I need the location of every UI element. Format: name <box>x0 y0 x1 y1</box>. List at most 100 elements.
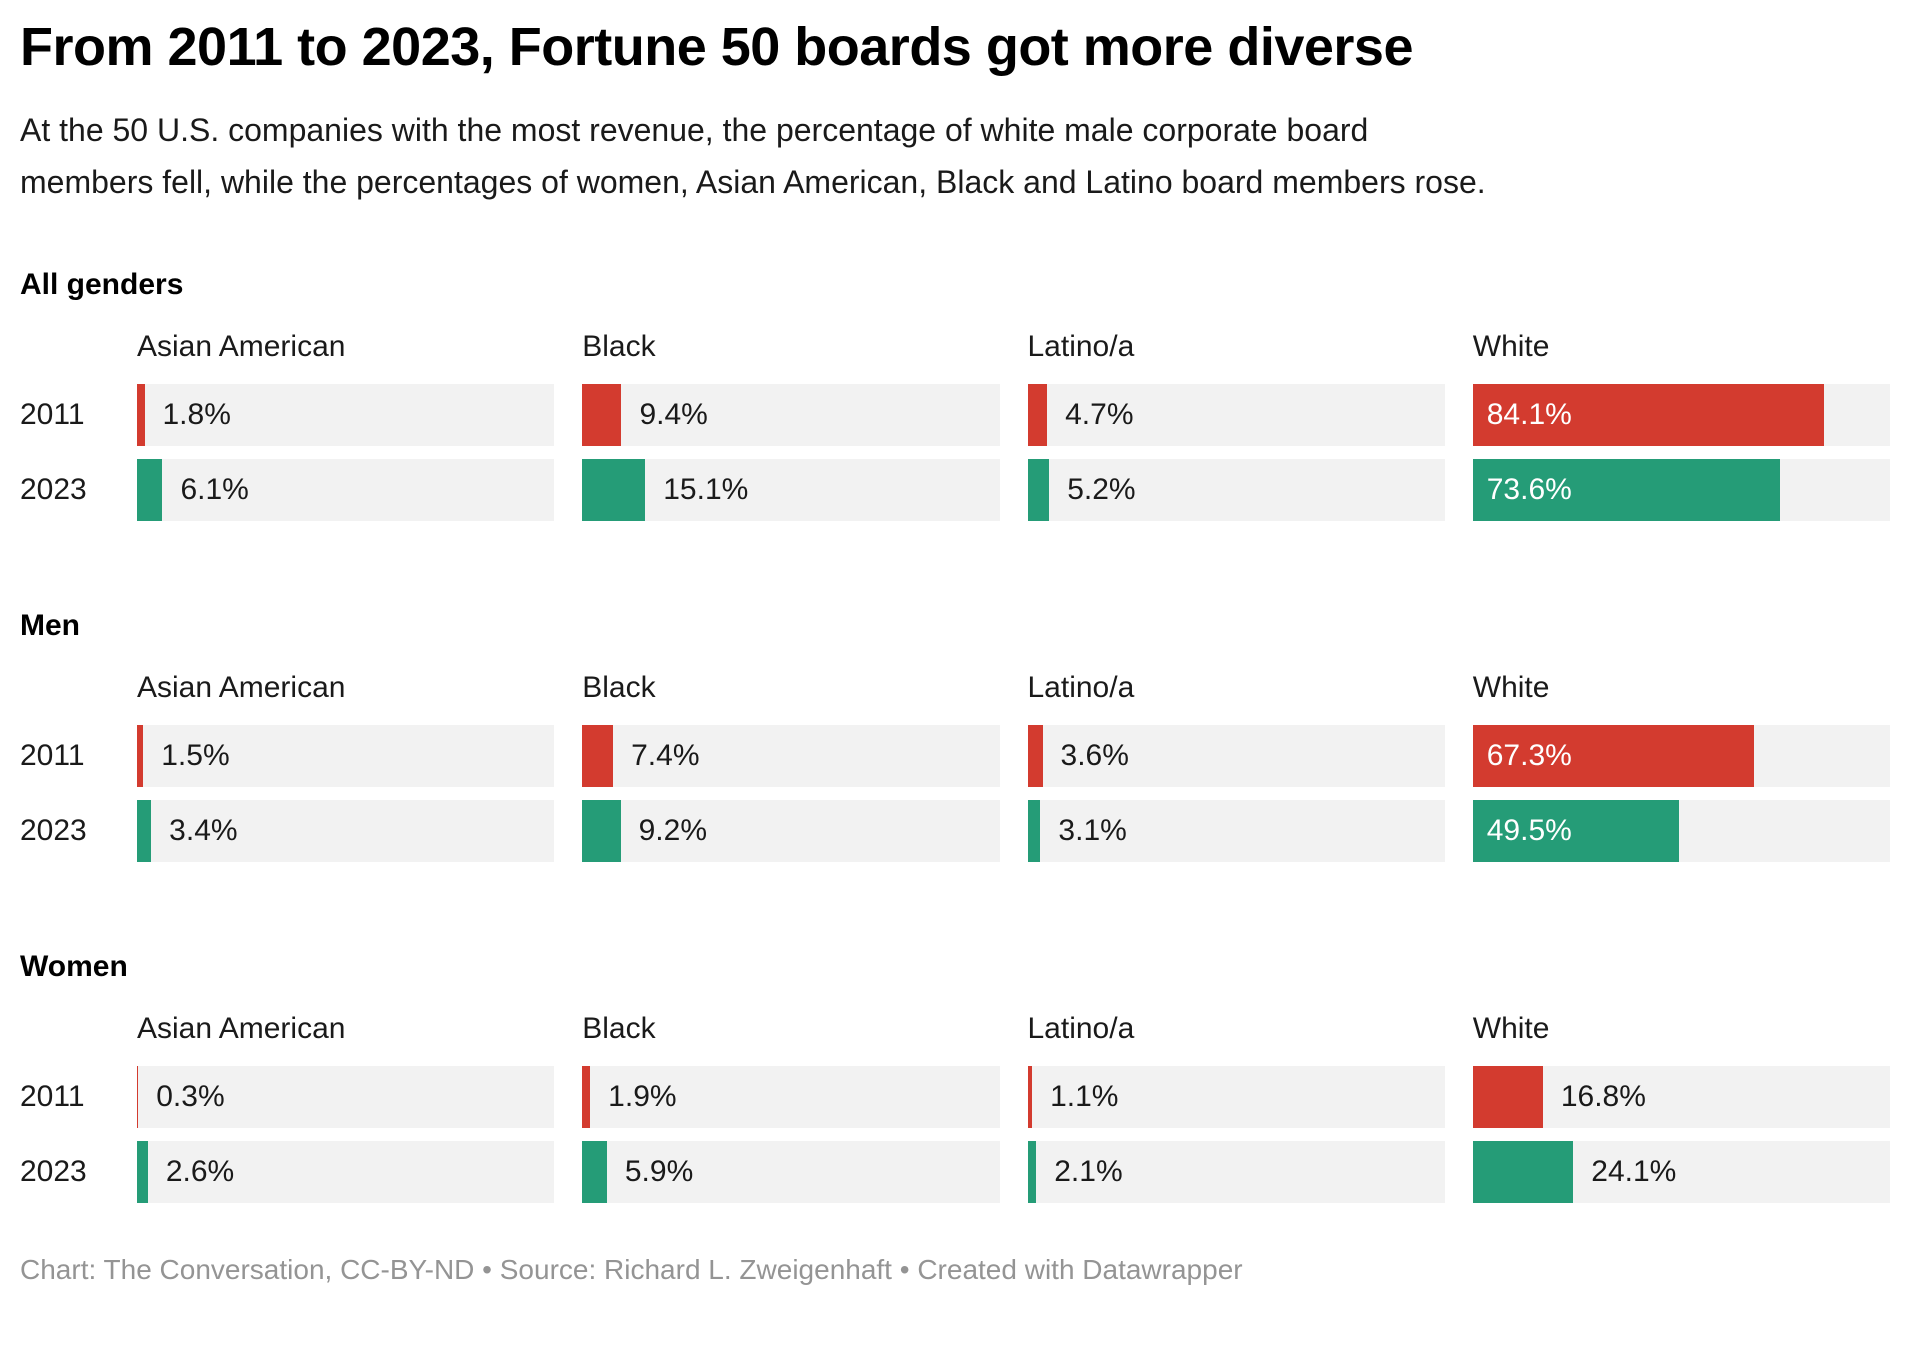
column-header-white: White <box>1472 671 1550 704</box>
bar-2011-black <box>582 1066 591 1128</box>
column-header-white: White <box>1472 330 1550 363</box>
bar-2011-latino-a <box>1027 384 1048 446</box>
value-label: 73.6% <box>1486 473 1572 506</box>
column-header-black: Black <box>582 330 656 363</box>
value-label: 4.7% <box>1065 398 1134 431</box>
value-label: 6.1% <box>180 473 249 506</box>
bar-2011-white <box>1472 725 1754 787</box>
group-title: Women <box>20 950 128 983</box>
bar-track: 49.5% <box>1472 800 1890 862</box>
bar-track: 9.2% <box>582 800 1000 862</box>
group-title: Men <box>20 609 80 642</box>
bar-track: 1.5% <box>137 725 555 787</box>
bar-2011-asian-american <box>137 1066 139 1128</box>
column-header-asian-american: Asian American <box>137 1012 346 1045</box>
bar-2011-asian-american <box>137 725 144 787</box>
bar-2023-latino-a <box>1027 459 1050 521</box>
chart-subtitle: At the 50 U.S. companies with the most r… <box>20 112 1486 200</box>
bar-track: 24.1% <box>1472 1141 1890 1203</box>
value-label: 1.1% <box>1050 1080 1119 1113</box>
column-header-row: Asian American Black Latino/a White <box>20 1010 1890 1048</box>
bar-2023-white <box>1472 800 1680 862</box>
bar-track: 0.3% <box>137 1066 555 1128</box>
bar-track: 3.4% <box>137 800 555 862</box>
bar-2011-asian-american <box>137 384 145 446</box>
value-label: 15.1% <box>663 473 749 506</box>
bar-2023-black <box>582 1141 607 1203</box>
value-label: 16.8% <box>1560 1080 1646 1113</box>
column-header-asian-american: Asian American <box>137 671 346 704</box>
chart-footer: Chart: The Conversation, CC-BY-ND • Sour… <box>20 1254 1243 1285</box>
year-label: 2023 <box>20 1155 87 1188</box>
value-label: 0.3% <box>156 1080 225 1113</box>
bar-row-2011: 2011 0.3% 1.9% 1.1% 16.8% <box>20 1066 1890 1128</box>
bar-track: 7.4% <box>582 725 1000 787</box>
bar-2023-white <box>1472 1141 1574 1203</box>
group-section-women: Women Asian American Black Latino/a White 201… <box>20 948 1890 1203</box>
bar-2011-latino-a <box>1027 725 1043 787</box>
value-label: 5.2% <box>1067 473 1136 506</box>
bar-row-2023: 2023 2.6% 5.9% 2.1% 24.1% <box>20 1141 1890 1203</box>
group-section-all-genders: All genders Asian American Black Latino/a Wh… <box>20 266 1890 521</box>
bar-track: 84.1% <box>1472 384 1890 446</box>
bar-row-2023: 2023 3.4% 9.2% 3.1% 49.5% <box>20 800 1890 862</box>
bar-2011-white <box>1472 384 1824 446</box>
bar-track: 9.4% <box>582 384 1000 446</box>
column-header-latino-a: Latino/a <box>1027 330 1135 363</box>
bar-row-2011: 2011 1.5% 7.4% 3.6% 67.3% <box>20 725 1890 787</box>
column-header-black: Black <box>582 1012 656 1045</box>
bar-track: 3.6% <box>1027 725 1445 787</box>
column-header-white: White <box>1472 1012 1550 1045</box>
value-label: 9.4% <box>639 398 708 431</box>
bar-2023-latino-a <box>1027 1141 1037 1203</box>
bar-2011-black <box>582 384 622 446</box>
bar-2023-asian-american <box>137 459 163 521</box>
value-label: 67.3% <box>1486 739 1572 772</box>
bar-track: 1.9% <box>582 1066 1000 1128</box>
chart-title: From 2011 to 2023, Fortune 50 boards got… <box>20 17 1413 77</box>
bar-track: 1.1% <box>1027 1066 1445 1128</box>
bar-track: 6.1% <box>137 459 555 521</box>
group-section-men: Men Asian American Black Latino/a White 2011 1… <box>20 607 1890 862</box>
value-label: 3.1% <box>1058 814 1127 847</box>
value-label: 7.4% <box>631 739 700 772</box>
value-label: 1.9% <box>608 1080 677 1113</box>
value-label: 1.5% <box>161 739 230 772</box>
bar-row-2023: 2023 6.1% 15.1% 5.2% 73.6% <box>20 459 1890 521</box>
value-label: 3.6% <box>1060 739 1129 772</box>
value-label: 24.1% <box>1591 1155 1677 1188</box>
bar-track: 4.7% <box>1027 384 1445 446</box>
column-header-black: Black <box>582 671 656 704</box>
chart-body: All genders Asian American Black Latino/a Wh… <box>20 266 1890 1203</box>
bar-2023-asian-american <box>137 1141 148 1203</box>
value-label: 49.5% <box>1486 814 1572 847</box>
bar-2023-black <box>582 459 646 521</box>
bar-2023-latino-a <box>1027 800 1041 862</box>
year-label: 2011 <box>20 739 85 772</box>
bar-row-2011: 2011 1.8% 9.4% 4.7% 84.1% <box>20 384 1890 446</box>
chart-container: From 2011 to 2023, Fortune 50 boards got… <box>20 17 1890 1285</box>
value-label: 5.9% <box>624 1155 694 1188</box>
bar-2011-black <box>582 725 614 787</box>
value-label: 1.8% <box>162 398 231 431</box>
group-title: All genders <box>20 268 184 301</box>
bar-track: 16.8% <box>1472 1066 1890 1128</box>
value-label: 2.6% <box>165 1155 235 1188</box>
bar-track: 5.9% <box>582 1141 1000 1203</box>
bar-track: 3.1% <box>1027 800 1445 862</box>
year-label: 2011 <box>20 398 85 431</box>
value-label: 2.1% <box>1054 1155 1123 1188</box>
bar-track: 67.3% <box>1472 725 1890 787</box>
column-header-latino-a: Latino/a <box>1027 1012 1135 1045</box>
column-header-row: Asian American Black Latino/a White <box>20 328 1890 366</box>
column-header-asian-american: Asian American <box>137 330 346 363</box>
value-label: 84.1% <box>1486 398 1572 431</box>
bar-track: 2.1% <box>1027 1141 1445 1203</box>
value-label: 9.2% <box>638 814 708 847</box>
year-label: 2023 <box>20 473 87 506</box>
year-label: 2011 <box>20 1080 85 1113</box>
bar-track: 15.1% <box>582 459 1000 521</box>
bar-track: 2.6% <box>137 1141 555 1203</box>
column-header-latino-a: Latino/a <box>1027 671 1135 704</box>
bar-2023-black <box>582 800 621 862</box>
